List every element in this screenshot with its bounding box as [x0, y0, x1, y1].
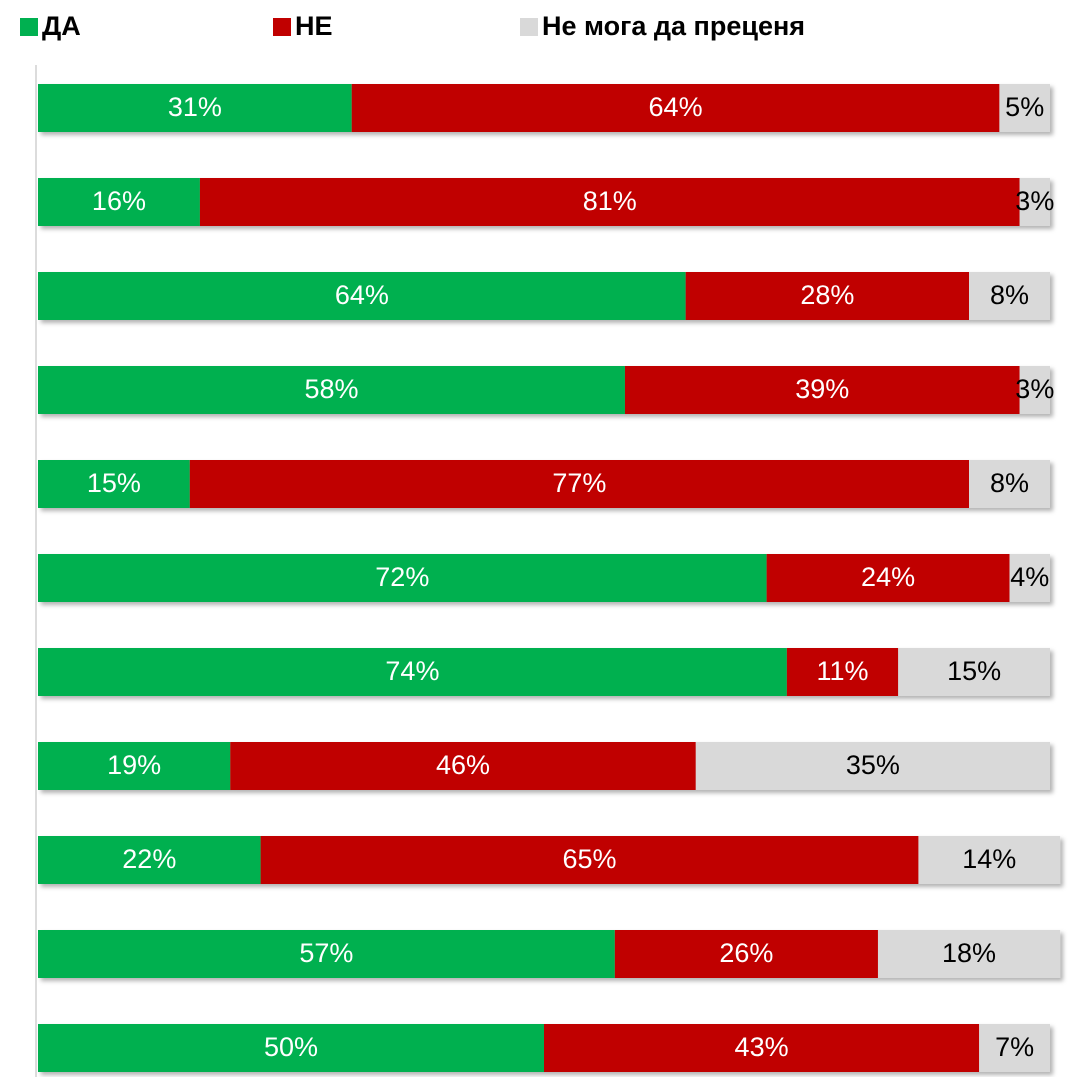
value-label: 64%: [335, 280, 389, 310]
bar-segment: [969, 460, 1050, 508]
bar-segment: [38, 742, 231, 790]
value-label: 16%: [92, 186, 146, 216]
bar-segment: [1019, 178, 1050, 226]
bar-segment: [38, 84, 352, 132]
bar-segment: [877, 930, 1061, 978]
value-label: 65%: [563, 844, 617, 874]
bar-segment: [898, 648, 1050, 696]
legend-swatch: [520, 18, 538, 36]
bar-segment: [614, 930, 878, 978]
bar-row: [38, 366, 1050, 414]
value-label: 3%: [1015, 374, 1054, 404]
bar-segment: [695, 742, 1050, 790]
bar-segment: [38, 554, 767, 602]
legend-label: ДА: [42, 11, 81, 41]
bar-row: [38, 178, 1050, 226]
value-label: 74%: [385, 656, 439, 686]
bar-segment: [38, 272, 686, 320]
bar-row: [38, 742, 1050, 790]
bar-segment: [38, 648, 787, 696]
bar-segment: [766, 554, 1010, 602]
bar-segment: [918, 836, 1061, 884]
value-label: 18%: [942, 938, 996, 968]
bar-segment: [999, 84, 1050, 132]
value-label: 7%: [995, 1032, 1034, 1062]
value-label: 35%: [846, 750, 900, 780]
legend-swatch: [273, 18, 291, 36]
value-label: 81%: [583, 186, 637, 216]
value-label: 46%: [436, 750, 490, 780]
bar-segment: [969, 272, 1050, 320]
bar-row: [38, 1024, 1050, 1072]
value-label: 31%: [168, 92, 222, 122]
value-label: 58%: [304, 374, 358, 404]
value-label: 14%: [962, 844, 1016, 874]
bar-segment: [544, 1024, 980, 1072]
value-label: 77%: [552, 468, 606, 498]
bar-segment: [351, 84, 1000, 132]
bar-row: [38, 84, 1050, 132]
bar-segment: [260, 836, 919, 884]
bar-segment: [38, 366, 625, 414]
bar-segment: [685, 272, 970, 320]
bar-segment: [1009, 554, 1050, 602]
value-label: 15%: [947, 656, 1001, 686]
bar-segment: [199, 178, 1020, 226]
bar-row: [38, 460, 1050, 508]
bar-segment: [38, 460, 190, 508]
bar-row: [38, 930, 1061, 978]
value-label: 22%: [122, 844, 176, 874]
value-label: 5%: [1005, 92, 1044, 122]
bar-segment: [786, 648, 899, 696]
value-label: 11%: [817, 656, 869, 686]
bar-row: [38, 554, 1050, 602]
legend-label: Не мога да преценя: [542, 11, 805, 41]
bar-segment: [189, 460, 970, 508]
value-label: 4%: [1010, 562, 1049, 592]
value-label: 64%: [649, 92, 703, 122]
value-label: 43%: [735, 1032, 789, 1062]
legend-label: НЕ: [295, 11, 333, 41]
bar-segment: [38, 930, 615, 978]
value-label: 39%: [795, 374, 849, 404]
value-label: 72%: [375, 562, 429, 592]
bar-segment: [1019, 366, 1050, 414]
bar-row: [38, 272, 1050, 320]
value-label: 26%: [719, 938, 773, 968]
bar-segment: [38, 178, 200, 226]
value-label: 8%: [990, 468, 1029, 498]
value-label: 3%: [1015, 186, 1054, 216]
value-label: 50%: [264, 1032, 318, 1062]
bar-row: [38, 648, 1050, 696]
legend-swatch: [20, 18, 38, 36]
bar-segment: [38, 836, 261, 884]
value-label: 28%: [800, 280, 854, 310]
value-label: 57%: [299, 938, 353, 968]
value-label: 19%: [107, 750, 161, 780]
value-label: 15%: [87, 468, 141, 498]
bar-segment: [979, 1024, 1050, 1072]
bar-segment: [624, 366, 1020, 414]
value-label: 24%: [861, 562, 915, 592]
bar-segment: [230, 742, 696, 790]
bar-row: [38, 836, 1061, 884]
bar-segment: [38, 1024, 544, 1072]
value-label: 8%: [990, 280, 1029, 310]
